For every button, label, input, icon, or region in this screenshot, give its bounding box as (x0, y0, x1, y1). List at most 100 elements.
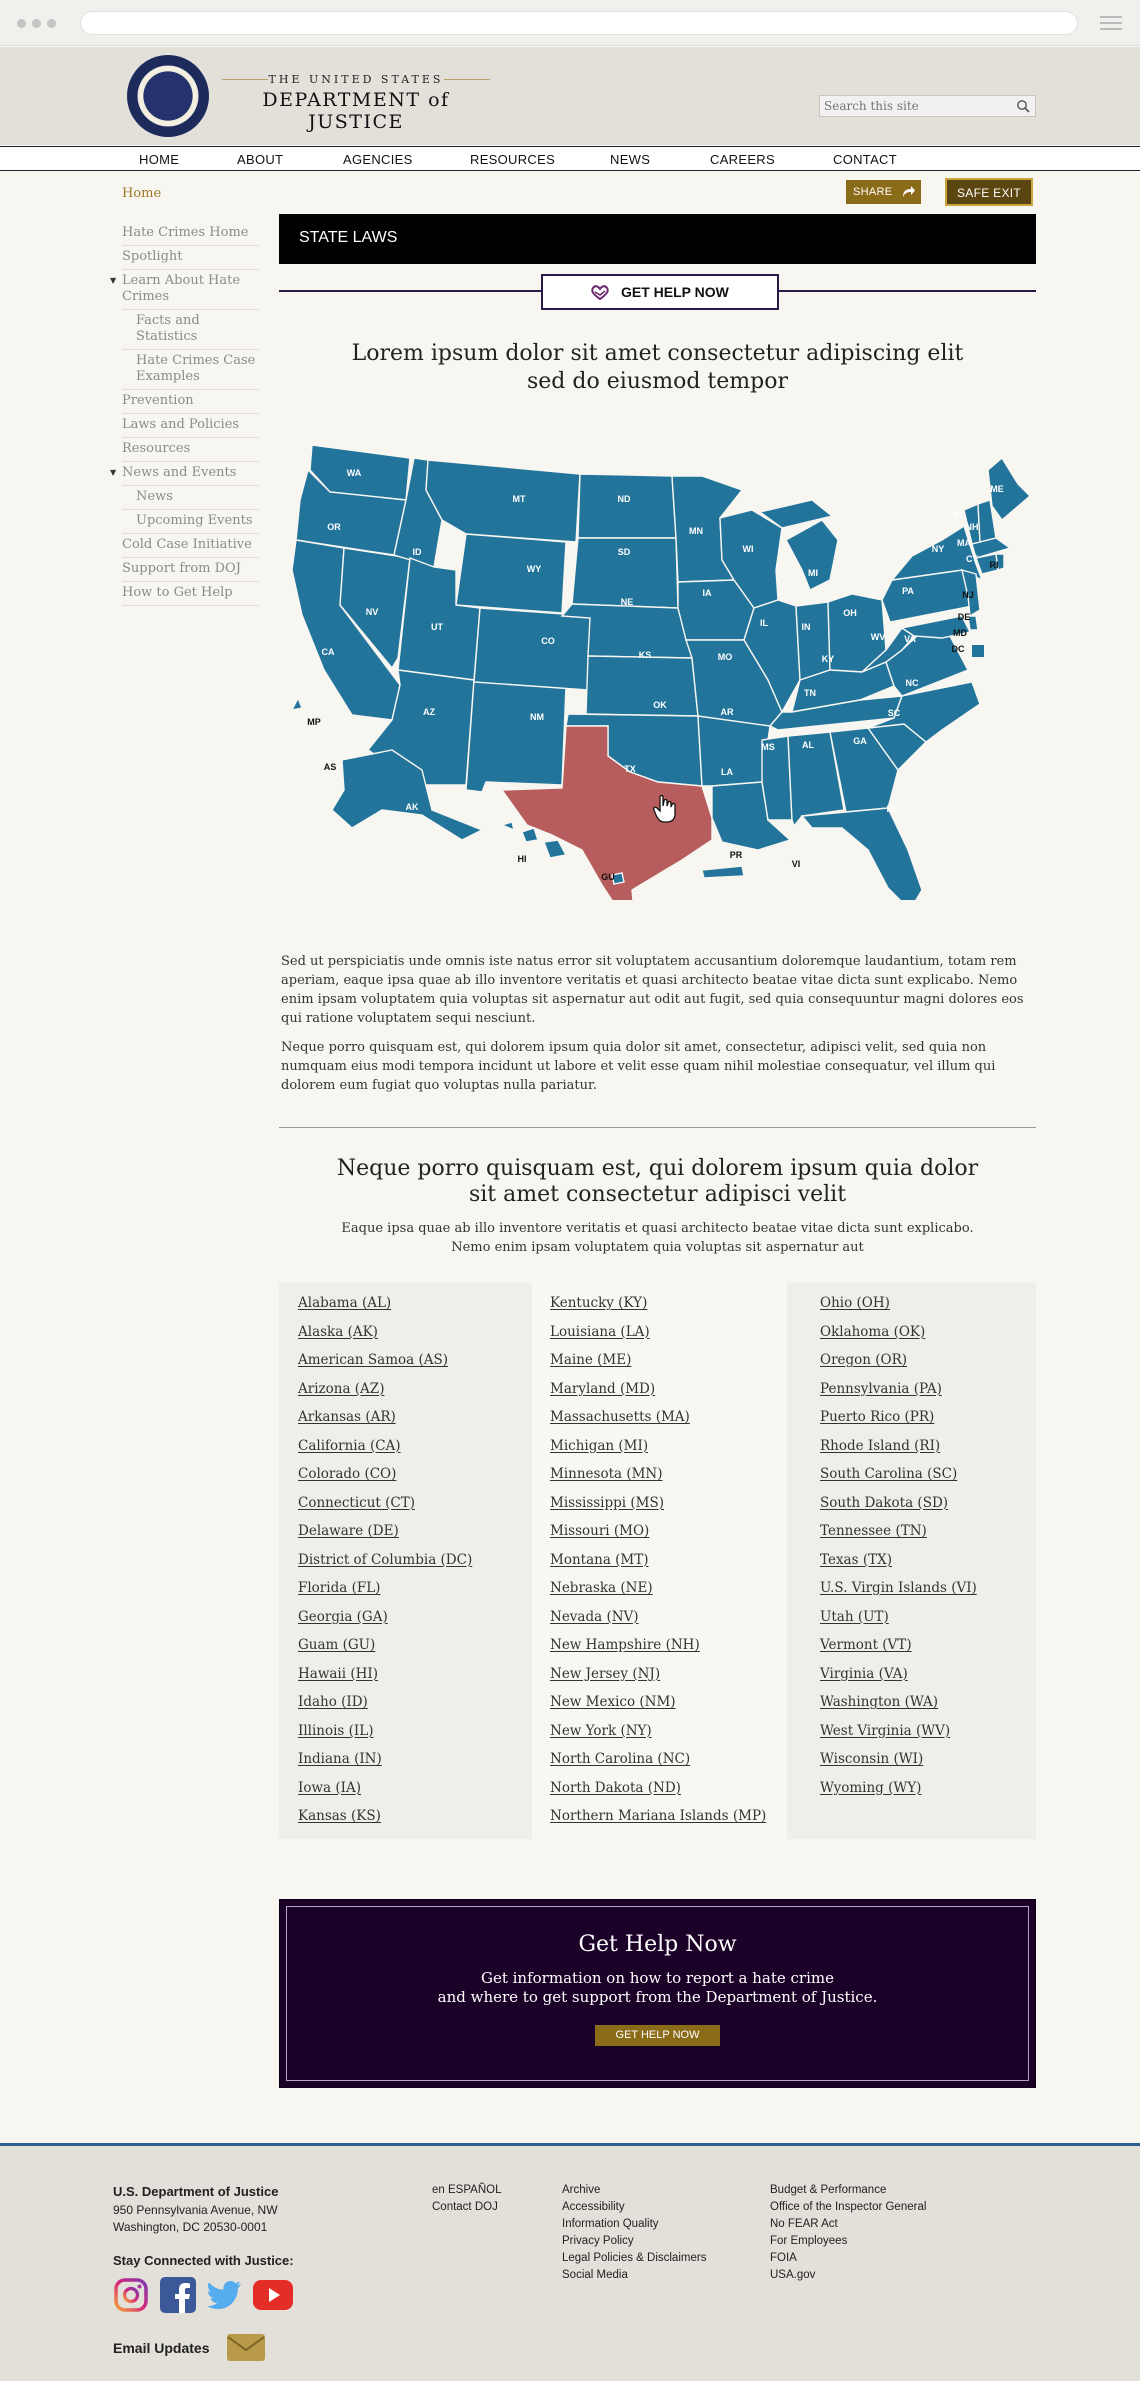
footer-link[interactable]: en ESPAÑOL (432, 2184, 502, 2196)
state-link[interactable]: Arkansas (AR) (298, 1409, 396, 1425)
nav-about[interactable]: ABOUT (237, 152, 284, 167)
sidenav-how-to-get-help[interactable]: How to Get Help (122, 582, 259, 606)
footer-link[interactable]: Office of the Inspector General (770, 2201, 927, 2213)
sidenav-case-examples[interactable]: Hate Crimes Case Examples (122, 350, 259, 390)
state-link[interactable]: Guam (GU) (298, 1637, 376, 1653)
footer-link[interactable]: Legal Policies & Disclaimers (562, 2252, 707, 2264)
twitter-icon[interactable] (206, 2277, 242, 2313)
state-link[interactable]: West Virginia (WV) (820, 1722, 951, 1739)
state-in[interactable] (795, 601, 831, 681)
sidenav-cold-case[interactable]: Cold Case Initiative (122, 534, 259, 558)
state-link[interactable]: Tennessee (TN) (820, 1523, 927, 1539)
youtube-icon[interactable] (253, 2280, 293, 2310)
footer-link[interactable]: FOIA (770, 2252, 797, 2264)
state-link[interactable]: Maryland (MD) (550, 1380, 656, 1397)
state-link[interactable]: Wisconsin (WI) (820, 1751, 924, 1767)
nav-news[interactable]: NEWS (610, 152, 651, 167)
sidenav-news[interactable]: News (122, 486, 259, 510)
state-link[interactable]: Mississippi (MS) (550, 1494, 664, 1511)
safe-exit-button[interactable]: SAFE EXIT (945, 178, 1033, 206)
footer-link[interactable]: Privacy Policy (562, 2235, 634, 2247)
state-link[interactable]: Hawaii (HI) (298, 1665, 378, 1682)
state-hi[interactable] (499, 821, 568, 859)
state-nj[interactable] (961, 569, 981, 618)
sidenav-prevention[interactable]: Prevention (122, 390, 259, 414)
state-nm[interactable] (465, 679, 567, 793)
state-link[interactable]: Pennsylvania (PA) (820, 1380, 942, 1397)
window-dot-icon[interactable] (47, 19, 56, 28)
sidenav-news-events[interactable]: ▼ News and Events (110, 462, 259, 486)
get-help-now-cta-button[interactable]: GET HELP NOW (595, 2025, 720, 2046)
state-link[interactable]: Indiana (IN) (298, 1751, 382, 1767)
footer-link[interactable]: Accessibility (562, 2201, 625, 2213)
state-link[interactable]: Kentucky (KY) (550, 1295, 648, 1311)
footer-link[interactable]: Budget & Performance (770, 2184, 887, 2196)
state-dc-marker[interactable] (972, 645, 984, 657)
state-ga[interactable] (829, 727, 899, 813)
state-link[interactable]: New York (NY) (550, 1722, 652, 1739)
state-tn[interactable] (768, 695, 904, 731)
state-ms[interactable] (761, 735, 793, 821)
state-mi[interactable] (758, 499, 839, 591)
state-link[interactable]: Wyoming (WY) (820, 1779, 922, 1796)
state-link[interactable]: Utah (UT) (820, 1608, 889, 1625)
state-link[interactable]: Virginia (VA) (820, 1665, 908, 1682)
state-link[interactable]: Idaho (ID) (298, 1694, 368, 1710)
state-co[interactable] (473, 607, 593, 691)
email-updates-label[interactable]: Email Updates (113, 2340, 210, 2356)
doj-seal-logo[interactable] (127, 55, 209, 137)
state-de[interactable] (967, 615, 979, 631)
sidenav-learn-about[interactable]: ▼ Learn About Hate Crimes (110, 270, 259, 310)
sidenav-facts-statistics[interactable]: Facts and Statistics (122, 310, 259, 350)
state-me[interactable] (987, 456, 1032, 522)
state-pr[interactable] (701, 865, 745, 879)
state-link[interactable]: Nebraska (NE) (550, 1580, 653, 1596)
sidenav-resources[interactable]: Resources (122, 438, 259, 462)
state-link[interactable]: North Carolina (NC) (550, 1751, 691, 1767)
state-link[interactable]: American Samoa (AS) (298, 1352, 449, 1368)
search-input[interactable] (819, 95, 1036, 117)
state-link[interactable]: Iowa (IA) (298, 1779, 361, 1796)
sidenav-spotlight[interactable]: Spotlight (122, 246, 259, 270)
footer-link[interactable]: Contact DOJ (432, 2201, 498, 2213)
nav-resources[interactable]: RESOURCES (470, 152, 556, 167)
state-link[interactable]: New Hampshire (NH) (550, 1637, 700, 1653)
state-link[interactable]: Montana (MT) (550, 1551, 649, 1568)
state-link[interactable]: Oklahoma (OK) (820, 1323, 926, 1340)
footer-link[interactable]: Archive (562, 2184, 601, 2196)
org-title[interactable]: DEPARTMENT of JUSTICE (262, 89, 450, 133)
instagram-icon[interactable] (113, 2277, 149, 2313)
state-link[interactable]: Florida (FL) (298, 1580, 381, 1596)
state-link[interactable]: New Mexico (NM) (550, 1694, 676, 1710)
state-link[interactable]: Vermont (VT) (820, 1637, 912, 1653)
share-button[interactable]: SHARE (846, 180, 921, 204)
state-link[interactable]: Alaska (AK) (298, 1323, 378, 1340)
state-link[interactable]: Michigan (MI) (550, 1437, 649, 1454)
address-bar[interactable] (80, 11, 1078, 35)
footer-link[interactable]: USA.gov (770, 2269, 816, 2281)
state-ma[interactable] (971, 537, 1012, 559)
state-link[interactable]: South Dakota (SD) (820, 1494, 949, 1511)
state-link[interactable]: Nevada (NV) (550, 1608, 639, 1625)
state-mp[interactable] (290, 696, 303, 711)
nav-agencies[interactable]: AGENCIES (343, 152, 413, 167)
state-link[interactable]: South Carolina (SC) (820, 1466, 958, 1482)
sidenav-support-doj[interactable]: Support from DOJ (122, 558, 259, 582)
state-mt[interactable] (425, 459, 581, 543)
state-ri[interactable] (995, 553, 1005, 571)
envelope-icon[interactable] (227, 2334, 265, 2361)
state-tx[interactable] (500, 725, 713, 900)
state-link[interactable]: Texas (TX) (820, 1551, 892, 1568)
state-il[interactable] (743, 599, 801, 714)
search-icon[interactable] (1016, 99, 1030, 113)
state-link[interactable]: Northern Mariana Islands (MP) (550, 1808, 767, 1824)
state-link[interactable]: Puerto Rico (PR) (820, 1409, 935, 1425)
footer-link[interactable]: Social Media (562, 2269, 628, 2281)
state-link[interactable]: Washington (WA) (820, 1694, 939, 1710)
nav-home[interactable]: HOME (139, 152, 180, 167)
footer-link[interactable]: For Employees (770, 2235, 848, 2247)
state-gu[interactable] (611, 872, 625, 885)
state-nc[interactable] (867, 681, 981, 743)
window-dot-icon[interactable] (32, 19, 41, 28)
state-link[interactable]: Louisiana (LA) (550, 1323, 650, 1340)
